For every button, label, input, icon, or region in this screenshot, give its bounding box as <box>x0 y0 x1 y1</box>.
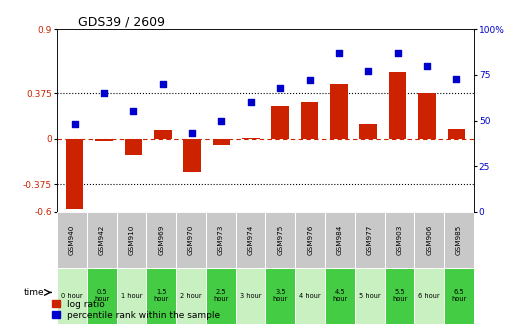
Bar <box>66 139 83 209</box>
Bar <box>183 139 201 172</box>
Bar <box>236 212 266 268</box>
Bar <box>295 212 325 268</box>
Bar <box>176 212 206 268</box>
Text: 6.5
hour: 6.5 hour <box>452 289 467 302</box>
Text: GSM970: GSM970 <box>188 224 194 255</box>
Point <box>423 63 431 68</box>
Bar <box>117 212 147 268</box>
Bar <box>384 212 414 268</box>
Text: 1 hour: 1 hour <box>121 293 142 299</box>
Bar <box>301 102 319 139</box>
Text: GSM976: GSM976 <box>307 224 313 255</box>
Bar <box>236 268 266 324</box>
Text: 4.5
hour: 4.5 hour <box>333 289 348 302</box>
Bar <box>325 268 355 324</box>
Bar <box>444 268 474 324</box>
Bar <box>448 129 465 139</box>
Text: 4 hour: 4 hour <box>299 293 321 299</box>
Point <box>335 50 343 56</box>
Bar <box>87 212 117 268</box>
Text: GSM906: GSM906 <box>426 224 433 255</box>
Text: GSM973: GSM973 <box>218 224 224 255</box>
Text: 3.5
hour: 3.5 hour <box>273 289 288 302</box>
Text: GDS39 / 2609: GDS39 / 2609 <box>78 15 165 28</box>
Bar <box>266 268 295 324</box>
Text: 3 hour: 3 hour <box>240 293 262 299</box>
Bar <box>57 212 87 268</box>
Bar <box>389 72 407 139</box>
Bar <box>95 139 113 141</box>
Text: GSM940: GSM940 <box>69 224 75 255</box>
Bar <box>176 268 206 324</box>
Text: GSM984: GSM984 <box>337 224 343 255</box>
Text: 5.5
hour: 5.5 hour <box>392 289 407 302</box>
Point <box>306 78 314 83</box>
Legend: log ratio, percentile rank within the sample: log ratio, percentile rank within the sa… <box>51 299 221 321</box>
Bar <box>414 212 444 268</box>
Bar <box>266 212 295 268</box>
Bar <box>206 268 236 324</box>
Bar <box>242 138 260 139</box>
Bar <box>355 268 385 324</box>
Bar <box>147 212 176 268</box>
Text: GSM975: GSM975 <box>277 224 283 255</box>
Text: GSM977: GSM977 <box>367 224 373 255</box>
Text: 2.5
hour: 2.5 hour <box>213 289 228 302</box>
Text: GSM910: GSM910 <box>128 224 135 255</box>
Text: 5 hour: 5 hour <box>359 293 381 299</box>
Bar <box>330 84 348 139</box>
Text: GSM985: GSM985 <box>456 224 462 255</box>
Bar <box>444 212 474 268</box>
Bar <box>325 212 355 268</box>
Bar <box>295 268 325 324</box>
Point <box>452 76 461 81</box>
Bar <box>154 130 171 139</box>
Bar <box>271 106 289 139</box>
Text: 6 hour: 6 hour <box>419 293 440 299</box>
Point <box>364 69 372 74</box>
Bar <box>359 124 377 139</box>
Text: GSM903: GSM903 <box>396 224 402 255</box>
Bar <box>418 93 436 139</box>
Bar <box>147 268 176 324</box>
Point <box>217 118 225 123</box>
Point <box>70 122 79 127</box>
Point <box>247 100 255 105</box>
Text: GSM942: GSM942 <box>98 224 105 255</box>
Text: 0.5
hour: 0.5 hour <box>94 289 109 302</box>
Text: GSM974: GSM974 <box>248 224 254 255</box>
Bar <box>414 268 444 324</box>
Bar <box>124 139 142 155</box>
Point <box>276 85 284 90</box>
Point <box>188 131 196 136</box>
Bar <box>87 268 117 324</box>
Text: 2 hour: 2 hour <box>180 293 202 299</box>
Text: 1.5
hour: 1.5 hour <box>154 289 169 302</box>
Point <box>159 81 167 87</box>
Point <box>129 109 137 114</box>
Bar <box>57 268 87 324</box>
Text: 0 hour: 0 hour <box>61 293 83 299</box>
Point <box>394 50 402 56</box>
Bar <box>206 212 236 268</box>
Bar <box>384 268 414 324</box>
Bar <box>212 139 230 145</box>
Bar <box>117 268 147 324</box>
Text: GSM969: GSM969 <box>158 224 164 255</box>
Point <box>100 91 108 96</box>
Bar <box>355 212 385 268</box>
Text: time: time <box>23 288 44 297</box>
